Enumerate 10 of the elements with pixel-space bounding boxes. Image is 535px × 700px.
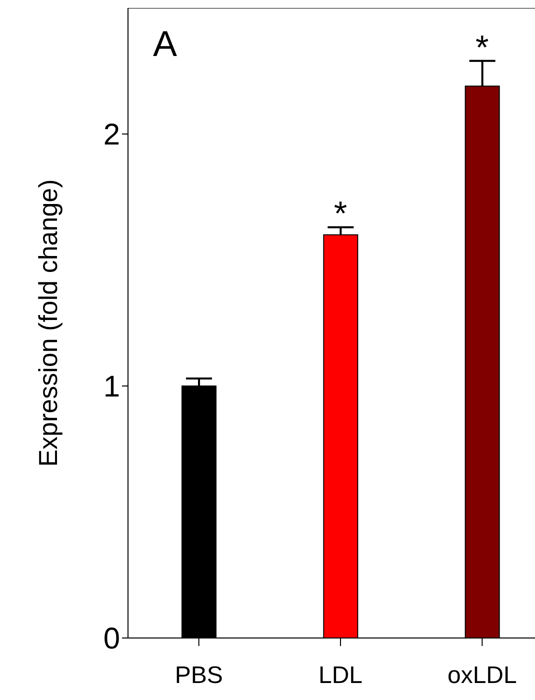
annotation: * bbox=[476, 28, 489, 67]
x-tick-label: oxLDL bbox=[447, 662, 517, 690]
y-axis-title: Expression (fold change) bbox=[33, 179, 64, 467]
annotation: A bbox=[153, 23, 178, 64]
y-tick-label: 0 bbox=[103, 622, 120, 656]
y-tick-label: 1 bbox=[103, 370, 120, 404]
x-tick-label: LDL bbox=[318, 662, 363, 690]
y-tick-label: 2 bbox=[103, 118, 120, 152]
annotation: * bbox=[334, 195, 348, 234]
x-tick-label: PBS bbox=[174, 662, 223, 690]
